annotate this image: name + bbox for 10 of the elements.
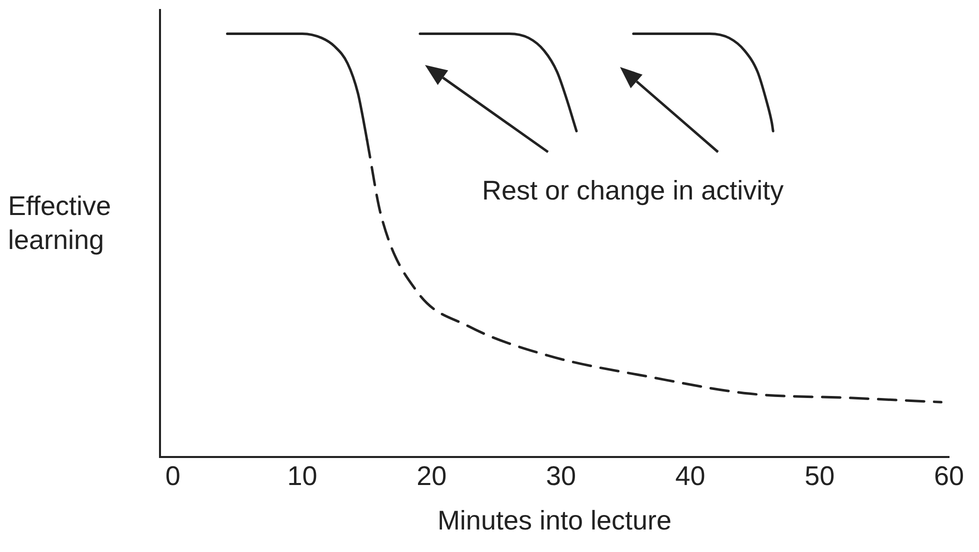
x-tick-label: 0: [165, 460, 180, 491]
x-tick-label: 20: [416, 460, 447, 491]
x-axis-title: Minutes into lecture: [437, 505, 672, 536]
x-tick-label: 50: [804, 460, 835, 491]
x-tick-label: 30: [546, 460, 576, 491]
x-tick-label: 40: [675, 460, 706, 491]
x-tick-label: 60: [934, 460, 964, 491]
x-tick-label: 10: [287, 460, 318, 491]
y-axis-title: Effective learning: [8, 190, 112, 257]
annotation: Rest or change in activity: [482, 175, 784, 206]
